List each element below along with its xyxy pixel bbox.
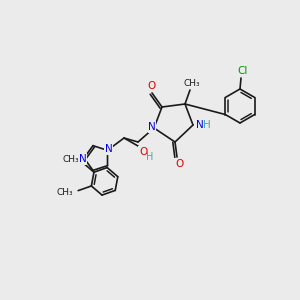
Text: CH₃: CH₃ [57, 188, 74, 197]
Text: Cl: Cl [238, 66, 248, 76]
Text: O: O [139, 147, 147, 157]
Text: N: N [105, 144, 112, 154]
Text: H: H [146, 152, 154, 162]
Text: N: N [79, 154, 87, 164]
Text: N: N [148, 122, 156, 132]
Text: H: H [203, 120, 211, 130]
Text: N: N [196, 120, 204, 130]
Text: O: O [147, 81, 155, 91]
Text: CH₃: CH₃ [184, 79, 200, 88]
Text: O: O [175, 159, 183, 169]
Text: CH₃: CH₃ [63, 155, 80, 164]
